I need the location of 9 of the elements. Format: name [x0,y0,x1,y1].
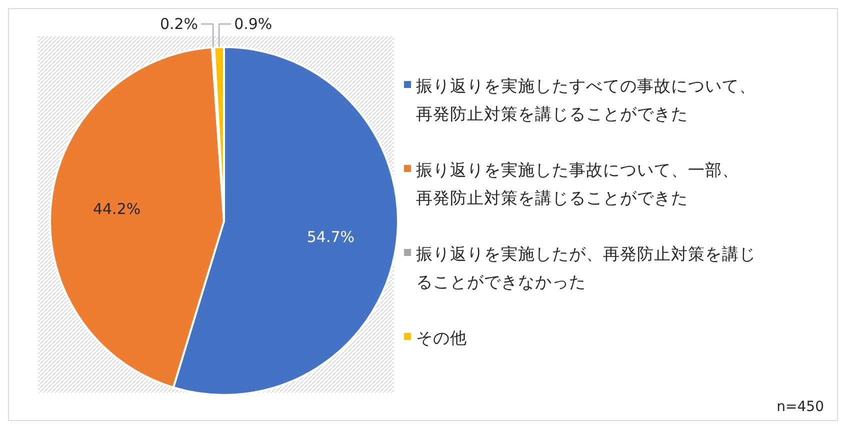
data-label: 0.2% [160,15,198,33]
data-label: 0.9% [234,15,272,33]
legend-label: 振り返りを実施した事故について、一部、再発防止対策を講じることができた [416,160,739,208]
text: n=450 [776,399,824,415]
data-label: 44.2% [92,200,141,218]
legend-label: 振り返りを実施したすべての事故について、再発防止対策を講じることができた [416,76,756,124]
legend-label: 振り返りを実施したが、再発防止対策を講じることができなかった [416,244,756,292]
legend-label: その他 [416,328,467,348]
data-label: 54.7% [306,228,355,246]
